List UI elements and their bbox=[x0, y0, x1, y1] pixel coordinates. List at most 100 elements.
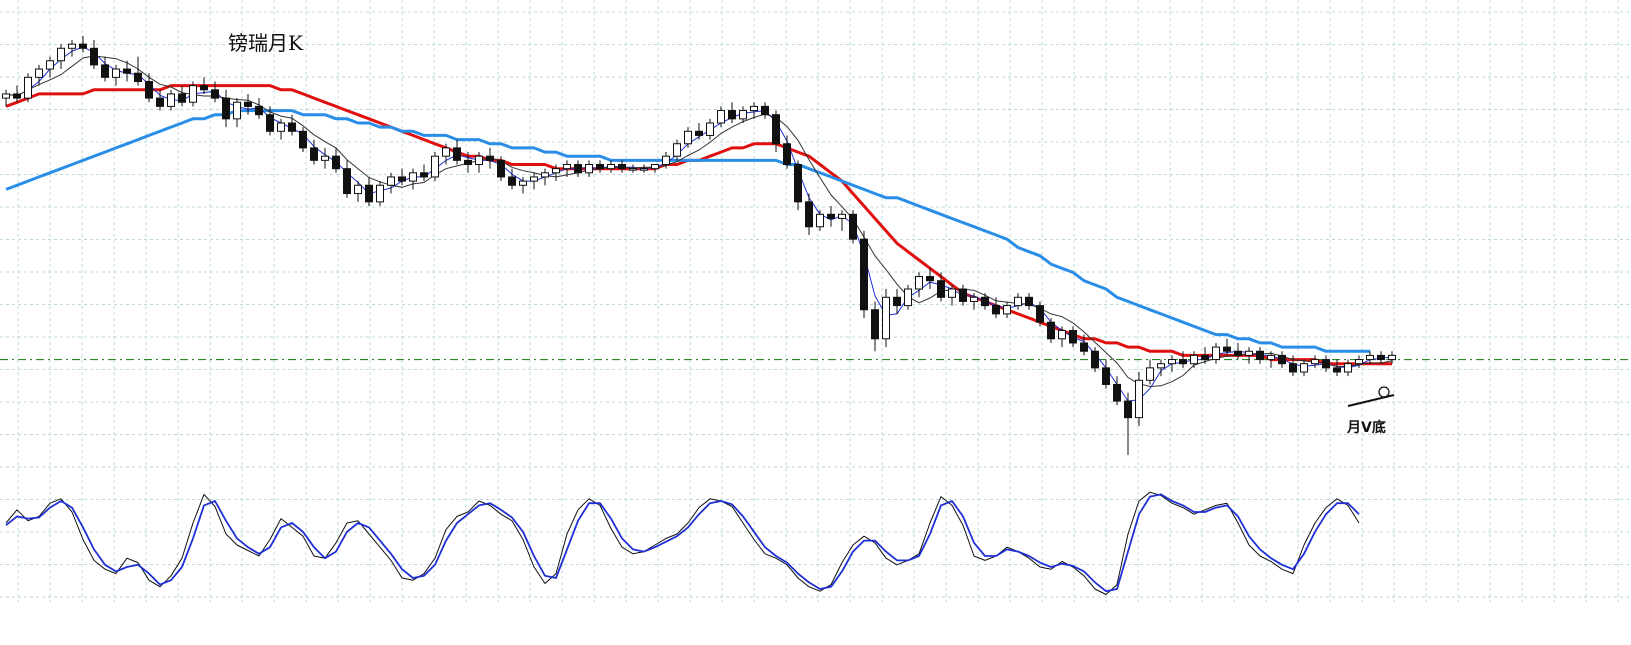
candle bbox=[915, 272, 923, 298]
candle bbox=[1212, 342, 1220, 364]
candle-body-down bbox=[981, 296, 989, 307]
short-ma-line-3 bbox=[5, 46, 1393, 402]
candle-body-down bbox=[453, 147, 461, 161]
candle-body-down bbox=[101, 64, 109, 78]
candle-body-down bbox=[959, 288, 967, 302]
candle-body-down bbox=[222, 97, 230, 120]
candle bbox=[992, 297, 1000, 319]
candle-body-up bbox=[68, 43, 76, 49]
candle bbox=[706, 118, 714, 140]
candle-body-down bbox=[992, 305, 1000, 315]
candle-body-up bbox=[1003, 305, 1011, 315]
candle bbox=[882, 289, 890, 348]
candle-body-down bbox=[805, 201, 813, 228]
candle bbox=[1289, 355, 1297, 377]
candle bbox=[1091, 347, 1099, 372]
candle bbox=[508, 168, 516, 190]
candle bbox=[585, 160, 593, 177]
candle bbox=[442, 143, 450, 165]
candle-body-up bbox=[629, 168, 637, 171]
candle bbox=[871, 301, 879, 352]
moving-averages bbox=[5, 46, 1393, 402]
candle bbox=[1058, 326, 1066, 348]
candle-body-up bbox=[563, 164, 571, 170]
candle-body-up bbox=[585, 164, 593, 174]
candle-body-up bbox=[1058, 330, 1066, 340]
candle-body-up bbox=[189, 85, 197, 103]
candle bbox=[420, 164, 428, 182]
candle-body-up bbox=[1135, 379, 1143, 419]
candle-body-down bbox=[211, 89, 219, 99]
candle bbox=[970, 293, 978, 310]
candle bbox=[387, 172, 395, 194]
candle-body-down bbox=[937, 280, 945, 298]
candle bbox=[244, 93, 252, 115]
candle bbox=[1333, 359, 1341, 377]
oscillator-line-1 bbox=[5, 491, 1360, 595]
candle bbox=[629, 164, 637, 173]
candle-body-down bbox=[1080, 342, 1088, 352]
candle bbox=[46, 56, 54, 78]
candle-body-up bbox=[233, 101, 241, 120]
candle bbox=[365, 176, 373, 206]
candle-body-down bbox=[871, 309, 879, 340]
candle-body-down bbox=[860, 238, 868, 311]
candle-body-up bbox=[277, 122, 285, 132]
candle bbox=[607, 160, 615, 173]
candle bbox=[552, 164, 560, 182]
candle-body-down bbox=[13, 93, 21, 99]
candle-body-down bbox=[398, 176, 406, 182]
candle bbox=[948, 284, 956, 306]
candle-body-up bbox=[882, 296, 890, 340]
candle-body-down bbox=[772, 114, 780, 145]
candle bbox=[24, 73, 32, 103]
candle-body-up bbox=[651, 164, 659, 170]
candle bbox=[519, 176, 527, 194]
candle-body-down bbox=[255, 105, 263, 116]
candle-body-down bbox=[849, 213, 857, 240]
candle bbox=[57, 44, 65, 70]
candle bbox=[431, 152, 439, 182]
candle-body-down bbox=[266, 114, 274, 132]
grid bbox=[0, 0, 1631, 602]
candle-body-down bbox=[1256, 350, 1264, 361]
candle-body-down bbox=[343, 168, 351, 195]
candle bbox=[849, 210, 857, 244]
candle bbox=[574, 160, 582, 177]
candle bbox=[167, 89, 175, 111]
candle-body-up bbox=[717, 110, 725, 124]
candle-body-down bbox=[574, 164, 582, 174]
candle-body-down bbox=[1113, 383, 1121, 402]
candle bbox=[717, 106, 725, 128]
candle bbox=[288, 114, 296, 136]
candle-body-down bbox=[299, 130, 307, 149]
candle-body-up bbox=[1366, 354, 1374, 361]
candle bbox=[827, 206, 835, 227]
candle bbox=[233, 98, 241, 128]
candle-body-up bbox=[321, 155, 329, 161]
candle bbox=[178, 85, 186, 107]
candle bbox=[332, 147, 340, 173]
candle bbox=[684, 127, 692, 148]
candle-body-down bbox=[123, 68, 131, 74]
candle-body-down bbox=[827, 213, 835, 219]
candle-body-down bbox=[1289, 363, 1297, 373]
candle bbox=[530, 172, 538, 190]
candle-body-up bbox=[1190, 354, 1198, 365]
candle bbox=[651, 164, 659, 173]
candle-body-down bbox=[1124, 400, 1132, 419]
candle bbox=[90, 40, 98, 70]
candle-body-up bbox=[1168, 359, 1176, 365]
candle-body-down bbox=[200, 85, 208, 91]
candle-body-up bbox=[541, 172, 549, 178]
candle bbox=[1157, 359, 1165, 377]
candle-body-down bbox=[1201, 354, 1209, 361]
candle-body-down bbox=[486, 155, 494, 161]
candle bbox=[1344, 359, 1352, 377]
candle bbox=[838, 210, 846, 231]
candle bbox=[761, 102, 769, 119]
candle-body-down bbox=[244, 101, 252, 107]
candle-body-up bbox=[640, 168, 648, 171]
candle bbox=[959, 284, 967, 306]
candle bbox=[772, 110, 780, 153]
